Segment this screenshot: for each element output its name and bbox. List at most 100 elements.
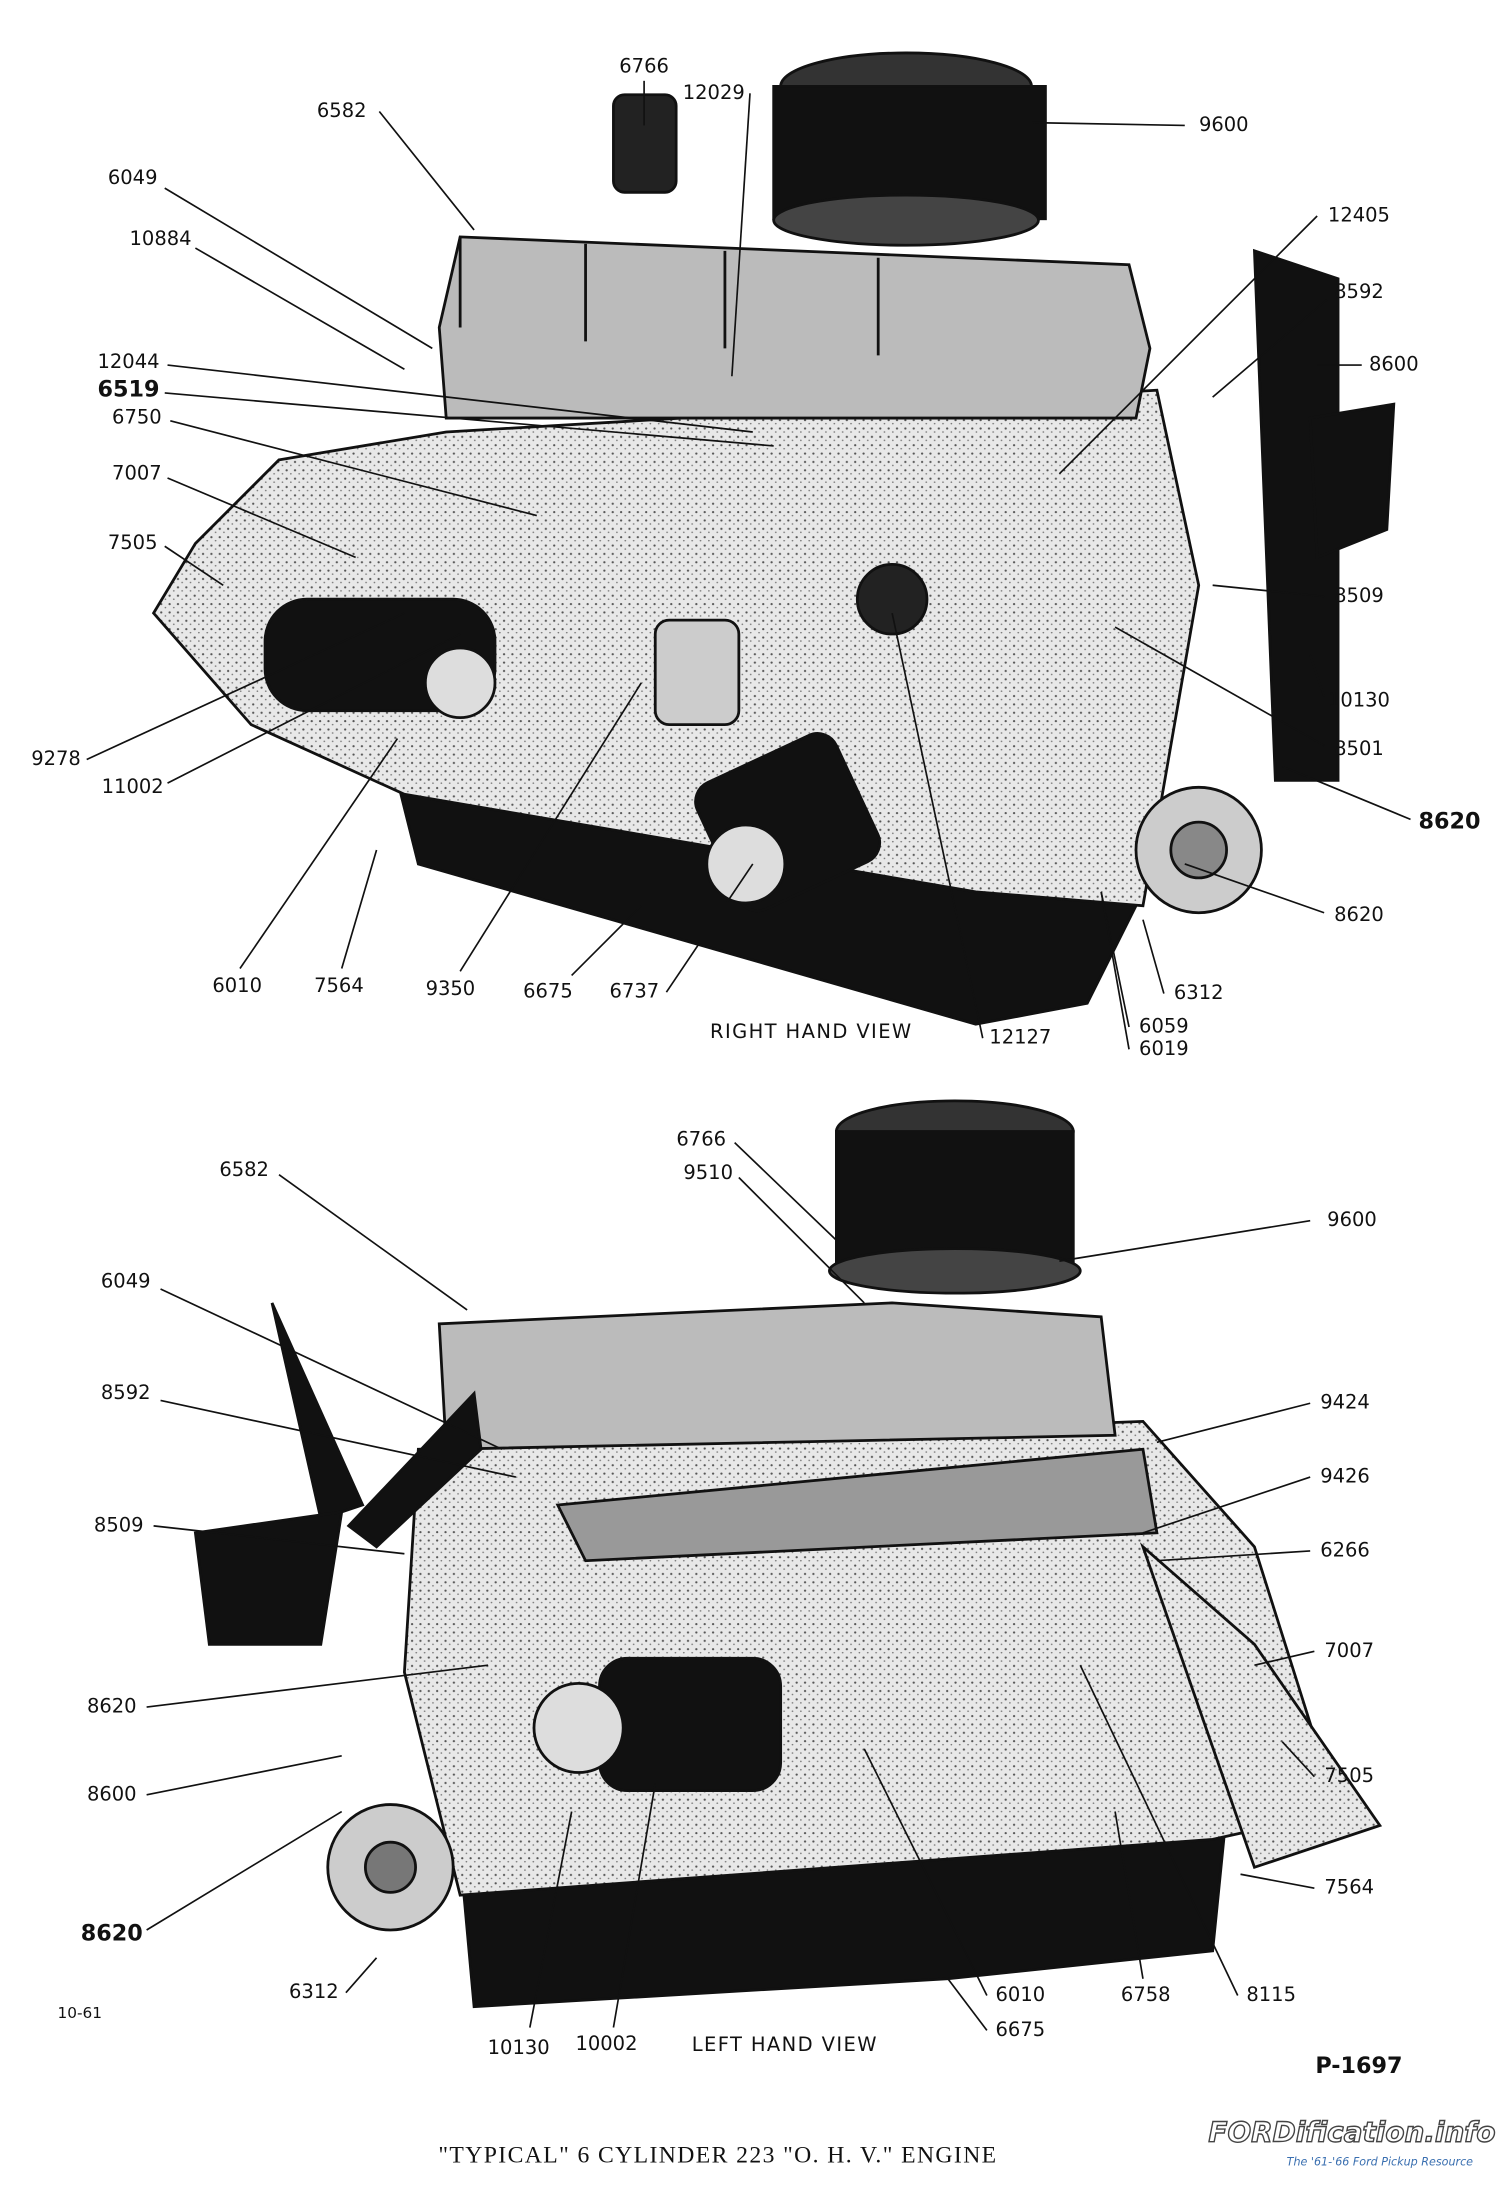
- part-number: 10002: [575, 2032, 637, 2055]
- part-number: 7564: [1324, 1876, 1374, 1899]
- leader-line: [529, 1811, 573, 2028]
- leader-line: [1281, 765, 1411, 821]
- leader-line: [194, 247, 405, 370]
- leader-line: [1100, 891, 1130, 1050]
- part-number: 6766: [619, 54, 669, 77]
- part-number: 8509: [1334, 584, 1384, 607]
- leader-line: [734, 1142, 837, 1241]
- part-number: 12029: [683, 81, 745, 104]
- leader-line: [1240, 1873, 1315, 1890]
- part-number: 6010: [996, 1983, 1046, 2006]
- part-number: 9424: [1320, 1391, 1370, 1414]
- part-number: 12127: [989, 1026, 1051, 1049]
- part-number: 8600: [87, 1782, 137, 1805]
- leader-line: [1184, 863, 1325, 914]
- leader-line: [1031, 121, 1185, 127]
- part-number: 6049: [108, 166, 158, 189]
- part-number: 6582: [317, 99, 367, 122]
- leader-line: [1059, 1219, 1311, 1262]
- leader-line: [160, 1288, 503, 1450]
- sheet-title: "TYPICAL" 6 CYLINDER 223 "O. H. V." ENGI…: [438, 2143, 997, 2169]
- leader-line: [153, 1525, 405, 1555]
- leader-line: [164, 392, 774, 447]
- part-number: 8620: [81, 1921, 143, 1947]
- part-number: 12044: [97, 350, 159, 373]
- part-number: 6750: [112, 406, 162, 429]
- leader-line: [146, 1664, 489, 1708]
- part-number: 9426: [1320, 1465, 1370, 1488]
- leader-line: [167, 364, 753, 433]
- part-number: 8115: [1246, 1983, 1296, 2006]
- leader-line: [278, 1174, 468, 1311]
- part-number: 6049: [101, 1270, 151, 1293]
- leader-line: [378, 110, 475, 231]
- leader-line: [239, 738, 399, 969]
- leader-line: [340, 849, 378, 969]
- sheet-date: 10-61: [57, 2004, 102, 2022]
- part-number: 9278: [31, 747, 81, 770]
- leader-line: [86, 612, 405, 761]
- leader-line: [665, 863, 754, 993]
- part-number: 9350: [426, 977, 476, 1000]
- leader-line: [947, 1978, 988, 2031]
- part-number: 10130: [488, 2036, 550, 2059]
- part-number: 8509: [94, 1513, 144, 1536]
- part-number: 7007: [1324, 1639, 1374, 1662]
- leader-line: [738, 1176, 865, 1304]
- part-number: 6758: [1121, 1983, 1171, 2006]
- leader-line: [167, 477, 356, 559]
- part-number: 7007: [112, 461, 162, 484]
- part-number: 8620: [1334, 903, 1384, 926]
- plate-number: P-1697: [1315, 2053, 1402, 2079]
- part-number: 8501: [1334, 737, 1384, 760]
- leader-line: [1114, 626, 1325, 747]
- leader-line: [1114, 1811, 1144, 1979]
- leader-line: [1254, 1650, 1315, 1667]
- part-number: 6766: [676, 1127, 726, 1150]
- engine-right-view: [151, 51, 1396, 1026]
- leader-line: [1281, 1741, 1315, 1778]
- part-number: 8620: [87, 1695, 137, 1718]
- part-number: 10130: [1328, 688, 1390, 711]
- part-number: 6059: [1139, 1015, 1189, 1038]
- part-number: 6519: [97, 377, 159, 403]
- leader-line: [345, 1957, 378, 1994]
- part-number: 6675: [523, 980, 573, 1003]
- part-number: 7505: [108, 531, 158, 554]
- part-number: 7505: [1324, 1764, 1374, 1787]
- watermark-tagline: The '61-'66 Ford Pickup Resource: [1287, 2156, 1474, 2169]
- watermark-site: FORDification.info: [1208, 2115, 1495, 2148]
- part-number: 6312: [1174, 981, 1224, 1004]
- part-number: 10884: [130, 227, 192, 250]
- leader-line: [167, 633, 461, 784]
- leader-line: [1142, 1476, 1311, 1534]
- view-caption: RIGHT HAND VIEW: [710, 1020, 913, 1043]
- leader-line: [1156, 1550, 1311, 1562]
- view-caption: LEFT HAND VIEW: [692, 2033, 878, 2056]
- leader-line: [459, 682, 643, 972]
- part-number: 8600: [1369, 353, 1419, 376]
- leader-line: [1058, 215, 1318, 475]
- leader-line: [612, 1783, 657, 2028]
- leader-line: [731, 93, 751, 377]
- part-number: 8620: [1419, 809, 1481, 835]
- leader-line: [1156, 1402, 1311, 1444]
- leader-line: [164, 187, 433, 350]
- leader-line: [1142, 919, 1165, 994]
- leader-line: [160, 1399, 517, 1478]
- leader-line: [170, 420, 538, 517]
- leader-line: [146, 1810, 343, 1931]
- part-number: 7564: [314, 974, 364, 997]
- part-number: 6582: [219, 1158, 269, 1181]
- part-number: 12405: [1328, 203, 1390, 226]
- leader-line: [891, 612, 984, 1039]
- leader-line: [1079, 1664, 1239, 1996]
- leader-line: [146, 1754, 342, 1796]
- part-number: 6737: [610, 980, 660, 1003]
- leader-line: [1309, 654, 1325, 698]
- leader-line: [1212, 584, 1325, 598]
- part-number: 9510: [683, 1161, 733, 1184]
- part-number: 9600: [1199, 113, 1249, 136]
